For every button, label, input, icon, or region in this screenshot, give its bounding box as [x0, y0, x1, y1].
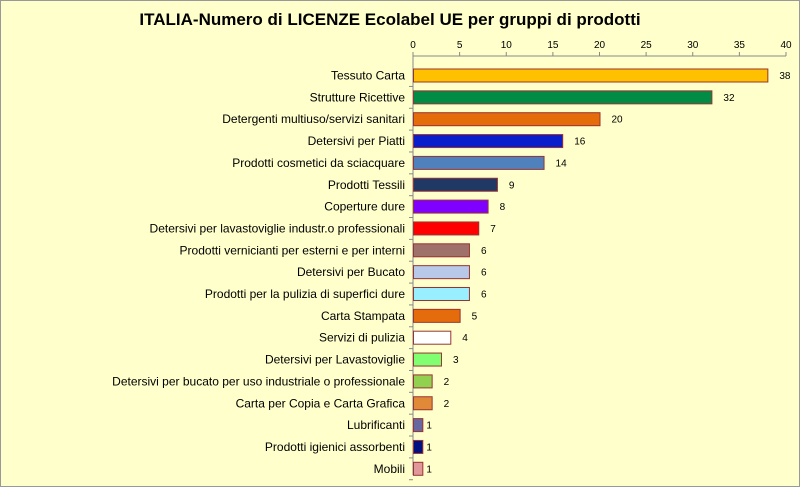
data-label: 5: [472, 311, 478, 322]
data-label: 2: [444, 377, 450, 388]
category-label: Detersivi per bucato per uso industriale…: [112, 374, 405, 388]
bar: [413, 439, 424, 454]
category-label: Prodotti Tessili: [328, 178, 405, 192]
category-label: Strutture Ricettive: [310, 90, 406, 104]
chart-title-text: ITALIA-Numero di LICENZE Ecolabel UE per…: [139, 10, 641, 29]
chart-title: ITALIA-Numero di LICENZE Ecolabel UE per…: [1, 10, 799, 30]
category-label: Carta per Copia e Carta Grafica: [236, 396, 406, 410]
category-label: Detersivi per Bucato: [297, 265, 405, 279]
bar: [413, 221, 480, 236]
data-label: 6: [481, 290, 487, 301]
bar: [413, 134, 564, 149]
bar: [413, 112, 601, 127]
data-label: 16: [574, 137, 586, 148]
category-label: Tessuto Carta: [331, 69, 405, 83]
data-label: 9: [509, 180, 515, 191]
category-label: Detersivi per Piatti: [308, 134, 405, 148]
category-label: Lubrificanti: [347, 418, 405, 432]
bar: [413, 265, 470, 280]
data-label: 6: [481, 246, 487, 257]
data-label: 4: [462, 333, 468, 344]
data-label: 2: [444, 399, 450, 410]
x-tick-label: 40: [780, 40, 792, 51]
bar: [413, 90, 713, 105]
x-tick-label: 5: [457, 40, 463, 51]
data-label: 1: [426, 442, 432, 453]
x-tick-label: 30: [687, 40, 699, 51]
data-label: 8: [500, 202, 506, 213]
bar: [413, 352, 442, 367]
bar: [413, 155, 545, 170]
data-label: 20: [612, 115, 624, 126]
bar: [413, 461, 424, 476]
category-label: Detersivi per lavastoviglie industr.o pr…: [150, 221, 405, 235]
category-label: Prodotti per la pulizia di superfici dur…: [205, 287, 405, 301]
category-label: Prodotti cosmetici da sciacquare: [232, 156, 405, 170]
x-tick-label: 35: [734, 40, 746, 51]
category-label: Detersivi per Lavastoviglie: [265, 353, 405, 367]
bar: [413, 308, 461, 323]
data-label: 1: [426, 421, 432, 432]
data-label: 32: [723, 93, 735, 104]
x-tick-label: 10: [501, 40, 513, 51]
data-label: 3: [453, 355, 459, 366]
x-tick-label: 20: [594, 40, 606, 51]
bar: [413, 374, 433, 389]
bar: [413, 68, 769, 83]
x-tick-label: 0: [410, 40, 416, 51]
category-label: Coperture dure: [324, 200, 405, 214]
category-label: Detergenti multiuso/servizi sanitari: [222, 112, 405, 126]
bar: [413, 243, 470, 258]
bar: [413, 396, 433, 411]
data-label: 1: [426, 464, 432, 475]
category-label: Servizi di pulizia: [319, 331, 405, 345]
data-label: 6: [481, 268, 487, 279]
category-label: Mobili: [374, 462, 405, 476]
category-label: Carta Stampata: [321, 309, 405, 323]
bar: [413, 287, 470, 301]
x-tick-label: 15: [547, 40, 559, 51]
data-label: 14: [556, 158, 568, 169]
bar: [413, 330, 452, 345]
category-label: Prodotti vernicianti per esterni e per i…: [180, 243, 405, 257]
x-tick-label: 25: [641, 40, 653, 51]
data-label: 38: [779, 71, 791, 82]
data-label: 7: [490, 224, 496, 235]
bar: [413, 418, 424, 433]
bar: [413, 177, 498, 192]
category-label: Prodotti igienici assorbenti: [265, 440, 405, 454]
bar: [413, 199, 489, 214]
